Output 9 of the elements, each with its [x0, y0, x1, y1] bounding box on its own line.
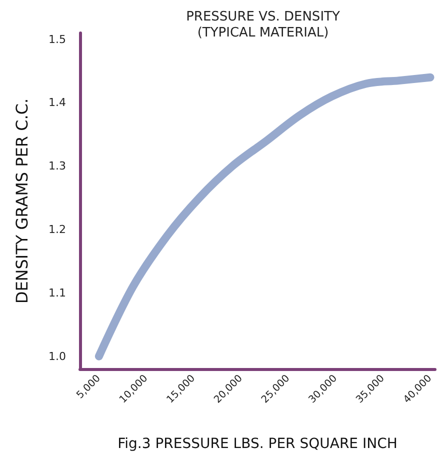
chart-title: PRESSURE VS. DENSITY (TYPICAL MATERIAL) — [186, 10, 340, 40]
y-tick-label: 1.0 — [48, 350, 66, 363]
y-axis-title: DENSITY GRAMS PER C.C. — [12, 98, 32, 304]
y-tick-label: 1.2 — [48, 223, 66, 236]
y-tick-label: 1.4 — [48, 96, 66, 110]
y-tick-label: 1.5 — [48, 32, 66, 46]
y-tick-label: 1.3 — [48, 160, 66, 173]
y-tick-label: 1.1 — [48, 286, 66, 300]
x-axis-title: Fig.3 PRESSURE LBS. PER SQUARE INCH — [118, 436, 398, 452]
